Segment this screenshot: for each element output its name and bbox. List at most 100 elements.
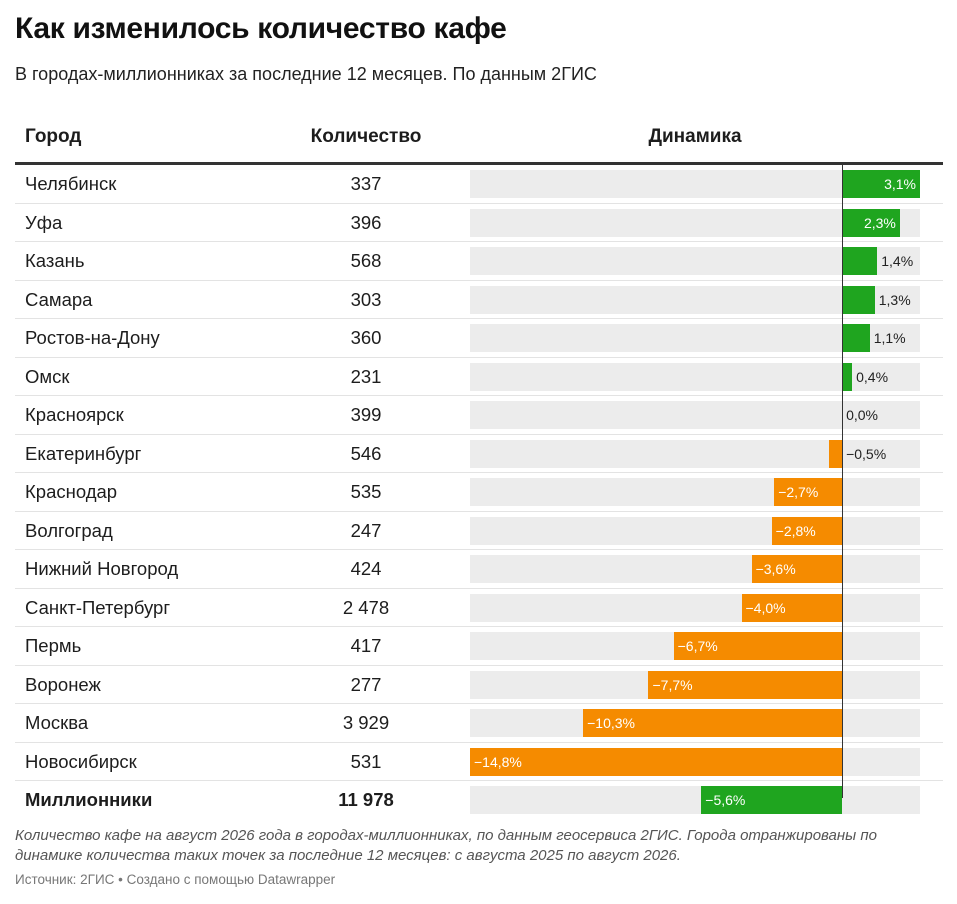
bar-track: −7,7% xyxy=(470,670,920,699)
data-label: −2,8% xyxy=(775,522,816,539)
table-row: Челябинск 337 3,1% xyxy=(15,165,943,204)
bar-track: 3,1% xyxy=(470,170,920,198)
city-name: Ростов-на-Дону xyxy=(25,327,160,348)
city-name: Нижний Новгород xyxy=(25,558,179,579)
data-label: −2,7% xyxy=(778,484,819,500)
total-row: Миллионники 11 978 −5,6% xyxy=(15,781,943,819)
table-row: Самара 303 1,3% xyxy=(15,281,943,319)
table-row: Санкт-Петербург 2 478 −4,0% xyxy=(15,589,943,627)
bar-track: −10,3% xyxy=(470,709,920,737)
bar xyxy=(829,439,843,468)
bar xyxy=(741,593,843,622)
bar-track: 1,1% xyxy=(470,324,920,352)
city-name: Уфа xyxy=(25,211,63,233)
data-label: −3,6% xyxy=(755,561,796,577)
city-name: Краснодар xyxy=(25,481,118,502)
table-row: Казань 568 1,4% xyxy=(15,242,943,281)
data-label: −4,0% xyxy=(745,599,786,616)
cafe-count: 360 xyxy=(350,327,382,348)
data-label: −10,3% xyxy=(587,715,635,731)
bar xyxy=(673,632,843,660)
data-label: −14,8% xyxy=(474,753,522,770)
column-header-city: Город xyxy=(25,126,82,147)
cafe-count: 535 xyxy=(350,481,382,502)
data-label: 0,4% xyxy=(856,368,889,385)
table-row: Омск 231 0,4% xyxy=(15,358,943,396)
table-body: Челябинск 337 3,1% Уфа 396 2,3% Казань 568 1,4% С… xyxy=(15,165,943,819)
bar-track: −14,8% xyxy=(470,747,920,776)
cafe-count: 3 929 xyxy=(342,712,390,733)
bar xyxy=(842,208,900,237)
city-name: Новосибирск xyxy=(25,750,137,772)
city-name: Санкт-Петербург xyxy=(25,596,171,618)
data-table: Город Количество Динамика Челябинск 337 3,… xyxy=(15,118,943,819)
bar-track: −4,0% xyxy=(470,593,920,622)
city-name: Челябинск xyxy=(25,173,117,194)
bar xyxy=(842,324,870,352)
cafe-count: 2 478 xyxy=(342,596,390,618)
table-row: Екатеринбург 546 −0,5% xyxy=(15,435,943,473)
bar xyxy=(583,709,843,737)
bar xyxy=(771,516,843,545)
bar-track: 0,4% xyxy=(470,362,920,391)
table-row: Воронеж 277 −7,7% xyxy=(15,666,943,704)
chart-notes: Количество кафе на август 2026 года в го… xyxy=(15,827,877,864)
chart-subtitle: В городах-миллионниках за последние 12 м… xyxy=(15,64,597,84)
bar-track: 2,3% xyxy=(470,208,920,237)
bar xyxy=(648,670,843,699)
cafe-count: 303 xyxy=(350,288,382,310)
bar-track: −5,6% xyxy=(470,786,920,814)
data-label: 3,1% xyxy=(884,176,916,192)
cafe-count: 568 xyxy=(350,250,382,271)
city-name: Пермь xyxy=(25,635,82,656)
cafe-count: 337 xyxy=(350,173,382,194)
city-name: Москва xyxy=(25,712,89,733)
bar-track: 1,3% xyxy=(470,285,920,314)
table-row: Волгоград 247 −2,8% xyxy=(15,512,943,550)
city-name: Самара xyxy=(25,288,93,310)
table-row: Москва 3 929 −10,3% xyxy=(15,704,943,743)
bar-track: 1,4% xyxy=(470,247,920,275)
city-name: Омск xyxy=(25,365,70,387)
cafe-count: 247 xyxy=(350,519,382,541)
table-header: Город Количество Динамика xyxy=(15,118,943,165)
table-row: Нижний Новгород 424 −3,6% xyxy=(15,550,943,589)
bar-track: −3,6% xyxy=(470,555,920,583)
bar xyxy=(701,786,843,814)
bar xyxy=(470,747,843,776)
cafe-count: 231 xyxy=(350,365,382,387)
table-row: Красноярск 399 0,0% xyxy=(15,396,943,435)
data-label: −7,7% xyxy=(652,676,693,693)
cafe-count: 531 xyxy=(350,750,382,772)
bar xyxy=(842,285,875,314)
cafe-count: 277 xyxy=(350,673,382,695)
bar-track: 0,0% xyxy=(470,401,920,429)
cafe-count: 546 xyxy=(350,442,382,464)
data-label: 1,3% xyxy=(878,291,911,308)
bar-track: −2,8% xyxy=(470,516,920,545)
data-label: 2,3% xyxy=(863,214,896,231)
data-label: −6,7% xyxy=(677,638,718,654)
cafe-count: 417 xyxy=(350,635,382,656)
city-name: Красноярск xyxy=(25,404,124,425)
column-header-dynamics: Динамика xyxy=(648,126,742,147)
bar xyxy=(842,247,878,275)
data-label: −5,6% xyxy=(705,792,746,808)
city-name: Волгоград xyxy=(25,519,113,541)
city-name: Казань xyxy=(25,250,85,271)
chart-title: Как изменилось количество кафе xyxy=(15,12,507,45)
cafe-count: 396 xyxy=(350,211,382,233)
data-label: 1,1% xyxy=(873,330,906,346)
city-name: Екатеринбург xyxy=(25,442,142,464)
table-row: Ростов-на-Дону 360 1,1% xyxy=(15,319,943,358)
table-row: Пермь 417 −6,7% xyxy=(15,627,943,666)
city-name: Миллионники xyxy=(25,789,153,810)
chart-source: Источник: 2ГИС • Создано с помощью Dataw… xyxy=(15,872,336,887)
table-row: Новосибирск 531 −14,8% xyxy=(15,743,943,781)
cafe-count: 399 xyxy=(350,404,382,425)
bar xyxy=(774,478,843,506)
column-header-count: Количество xyxy=(310,126,422,147)
table-row: Уфа 396 2,3% xyxy=(15,204,943,242)
bar-track: −0,5% xyxy=(470,439,920,468)
cafe-count: 424 xyxy=(350,558,382,579)
